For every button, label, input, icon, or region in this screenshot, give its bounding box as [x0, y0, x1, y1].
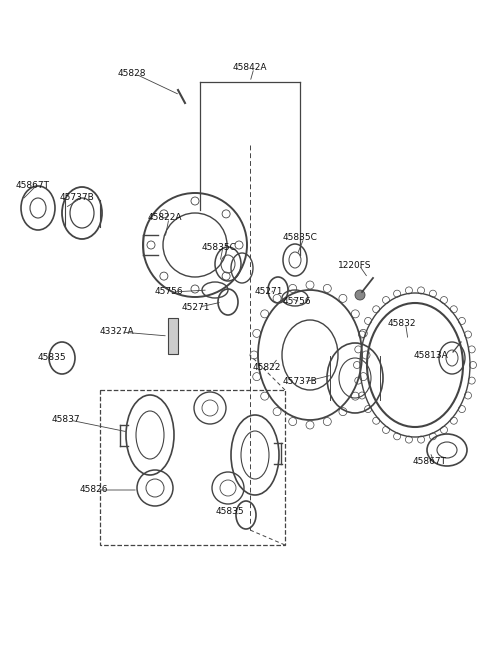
- Text: 43327A: 43327A: [100, 327, 134, 336]
- Text: 45835C: 45835C: [202, 242, 237, 252]
- Bar: [168, 318, 178, 354]
- Text: 45822: 45822: [253, 363, 281, 373]
- Text: 45813A: 45813A: [414, 351, 449, 361]
- Text: 45826: 45826: [80, 486, 108, 495]
- Text: 45835: 45835: [38, 353, 67, 363]
- Text: 45837: 45837: [52, 415, 81, 424]
- Text: 45271: 45271: [182, 302, 211, 311]
- Text: 45867T: 45867T: [16, 181, 50, 189]
- Text: 1220FS: 1220FS: [338, 260, 372, 269]
- Text: 45822A: 45822A: [148, 214, 182, 223]
- Text: 45835: 45835: [216, 507, 245, 516]
- Text: 45756: 45756: [155, 288, 184, 296]
- Text: 45737B: 45737B: [60, 194, 95, 202]
- Text: 45737B: 45737B: [283, 378, 318, 386]
- Ellipse shape: [355, 290, 365, 300]
- Text: 45828: 45828: [118, 70, 146, 78]
- Text: 45756: 45756: [283, 298, 312, 307]
- Bar: [100, 390, 285, 545]
- Text: 45842A: 45842A: [233, 64, 267, 72]
- Text: 45271: 45271: [255, 286, 284, 296]
- Text: 45867T: 45867T: [413, 457, 447, 466]
- Text: 45832: 45832: [388, 319, 417, 327]
- Text: 45835C: 45835C: [283, 233, 318, 242]
